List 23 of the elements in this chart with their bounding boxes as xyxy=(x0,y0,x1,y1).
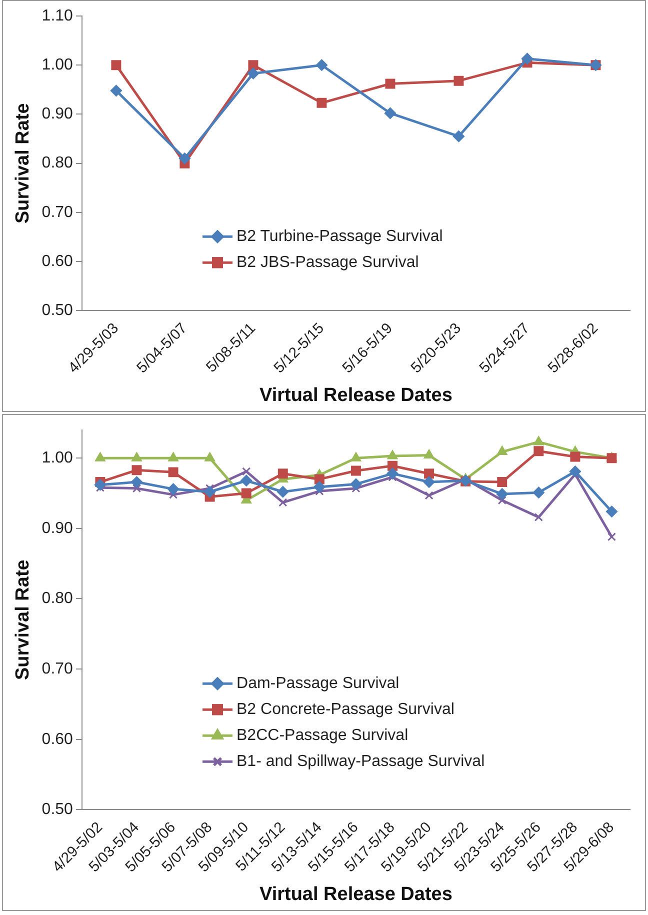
y-tick-label: 1.00 xyxy=(42,56,74,74)
y-tick-label: 1.10 xyxy=(42,7,74,24)
y-tick-label: 0.70 xyxy=(42,204,74,221)
x-axis-title: Virtual Release Dates xyxy=(260,384,452,406)
legend-label: B2 JBS-Passage Survival xyxy=(236,254,419,272)
y-axis-title: Survival Rate xyxy=(12,560,34,680)
y-tick-label: 0.70 xyxy=(42,660,74,678)
legend-label: B2 Concrete-Passage Survival xyxy=(236,701,454,718)
y-tick-label: 0.60 xyxy=(42,252,74,270)
y-axis-title: Survival Rate xyxy=(12,103,34,224)
y-tick-label: 0.50 xyxy=(42,801,74,818)
y-tick-label: 0.60 xyxy=(42,730,74,748)
x-axis-title: Virtual Release Dates xyxy=(260,884,452,905)
legend-label: B2CC-Passage Survival xyxy=(236,727,408,744)
y-tick-label: 0.50 xyxy=(42,302,74,320)
y-tick-label: 0.80 xyxy=(42,154,74,172)
legend-label: B1- and Spillway-Passage Survival xyxy=(236,753,485,770)
y-tick-label: 0.80 xyxy=(42,590,74,608)
y-tick-label: 0.90 xyxy=(42,106,74,123)
y-tick-label: 1.00 xyxy=(42,450,74,467)
legend-label: Dam-Passage Survival xyxy=(236,675,400,692)
y-tick-label: 0.90 xyxy=(42,520,74,537)
legend-label: B2 Turbine-Passage Survival xyxy=(236,228,443,246)
